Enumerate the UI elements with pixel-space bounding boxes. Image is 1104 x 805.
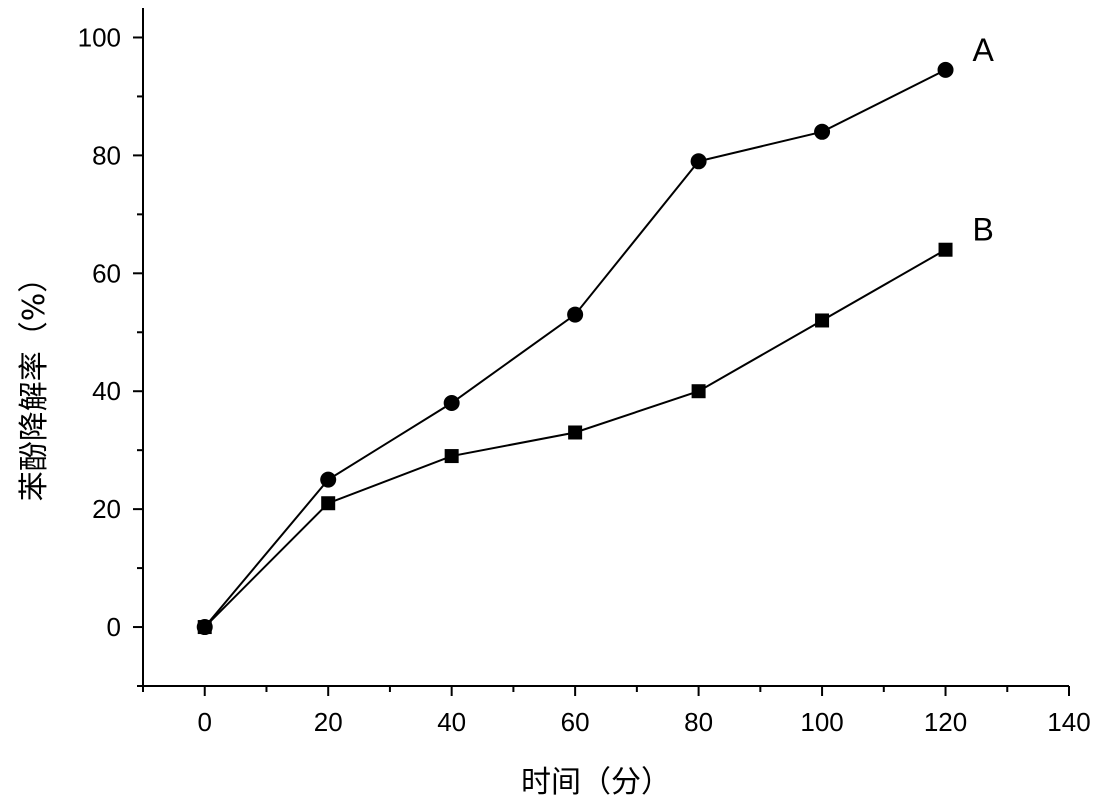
series-b-point	[691, 384, 706, 399]
y-tick-label: 40	[92, 376, 121, 406]
series-a-point	[443, 395, 460, 412]
series-b-point	[938, 242, 953, 257]
x-tick-label: 40	[437, 707, 466, 737]
x-tick-label: 20	[314, 707, 343, 737]
series-a-line	[203, 69, 946, 628]
y-axis-title: 苯酚降解率（%）	[17, 263, 52, 502]
x-tick-label: 100	[800, 707, 843, 737]
series-b-label: B	[973, 212, 994, 248]
series-b-point	[444, 449, 459, 464]
x-tick-label: 0	[197, 707, 211, 737]
y-tick-label: 0	[107, 612, 121, 642]
series-layer: AB	[196, 32, 995, 636]
axes: 0 20 40 60 80 100 120 140 0 20 40 60 80 100	[78, 8, 1091, 737]
x-tick-label: 60	[561, 707, 590, 737]
series-b: B	[197, 212, 994, 635]
x-tick-label: 120	[924, 707, 967, 737]
series-a-point	[690, 153, 707, 170]
y-tick-label: 60	[92, 258, 121, 288]
series-b-point	[568, 425, 583, 440]
x-tick-label: 140	[1047, 707, 1090, 737]
series-b-point	[321, 496, 336, 511]
series-a-label: A	[973, 32, 995, 68]
series-a-point	[937, 61, 954, 78]
x-tick-label: 80	[684, 707, 713, 737]
y-tick-label: 100	[78, 22, 121, 52]
series-b-point	[197, 620, 212, 635]
series-a-point	[814, 123, 831, 140]
series-a-point	[567, 306, 584, 323]
y-tick-label: 20	[92, 494, 121, 524]
x-axis-title: 时间（分）	[521, 765, 671, 800]
series-b-point	[815, 313, 830, 328]
series-a: A	[196, 32, 995, 636]
series-a-point	[320, 471, 337, 488]
y-tick-label: 80	[92, 140, 121, 170]
